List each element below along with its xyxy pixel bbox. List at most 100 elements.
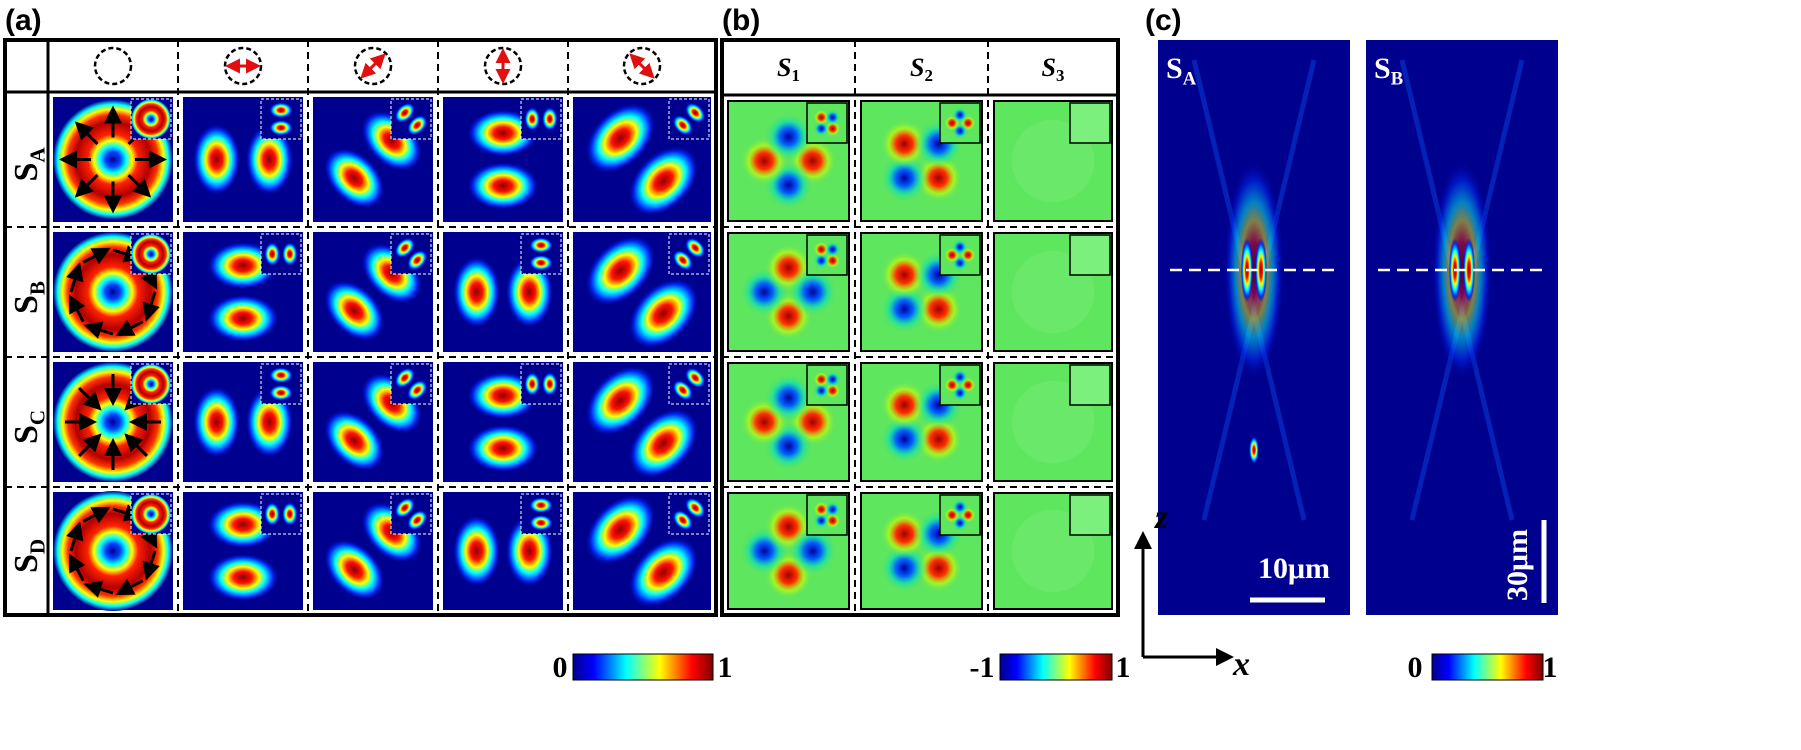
stokes-image [860,100,983,222]
inset-border [668,233,710,275]
lobe [394,102,415,123]
stokes-lobe [880,250,929,300]
lobe [672,250,693,271]
stokes-lobe [764,112,813,161]
lobe [467,161,539,210]
polarization-arrow [115,319,144,337]
stokes-image [727,362,850,482]
inset-border [520,98,562,140]
polarization-arrow [629,53,655,79]
inset-border [520,363,562,405]
label: SA [1166,52,1197,90]
lobe [672,510,693,531]
mode-lobes [672,497,706,531]
intensity-image [443,492,563,610]
polarization-arrow [68,553,86,582]
inset-border [1069,234,1111,276]
intensity-image [573,232,711,352]
mode-lobes [264,242,298,266]
label-main: S [1374,52,1391,85]
ring-mode [131,99,171,139]
axis-label: z [1154,499,1169,536]
stokes-lobe [788,267,837,317]
inset-border [939,494,981,536]
inset-border [130,233,172,275]
inset-border [390,363,432,405]
lobe [452,256,501,328]
mode-lobes [269,102,293,136]
lobe [628,408,699,479]
label-sub: C [25,410,49,425]
inset-border [260,493,302,535]
stokes-lobe [813,512,830,529]
stokes-lobe [824,512,841,529]
polarization-arrow [74,121,99,146]
lobe [192,386,241,458]
lobe [407,380,428,401]
column-header: S2 [910,53,933,85]
intensity-image [53,491,173,611]
stokes-lobe [813,371,830,388]
intensity-image [183,492,303,610]
label-main: S [8,163,45,182]
lobe [407,510,428,531]
stokes-image [993,362,1113,482]
stokes-lobe [824,120,841,137]
inset-bg [807,495,847,535]
colorbar [1431,653,1544,681]
inset-border [390,98,432,140]
lobe [529,497,553,514]
lobe [323,410,385,472]
polarization-arrow [83,321,114,339]
lobe [269,384,293,401]
stokes-lobe [952,239,968,255]
polarization-arrow [124,433,149,458]
focal-image [1158,40,1350,615]
polarization-arrow [77,433,102,458]
inset-border [260,363,302,405]
stokes-lobe [788,526,837,576]
stokes-lobe [880,509,929,559]
mode-lobes [529,237,553,271]
inset-border [668,363,710,405]
stokes-lobe [813,382,830,399]
polarization-arrow [360,53,386,79]
scalebar-label: 10μm [1258,552,1330,585]
mode-lobes [452,256,554,328]
polarizer-icon [622,46,662,86]
lobe [585,235,656,306]
inset-border [806,494,848,536]
inset-border [260,233,302,275]
mode-lobes [264,502,298,526]
lobe [628,278,699,349]
lobe [585,102,656,174]
lobe [467,424,539,473]
colorbar-min: 0 [1408,651,1423,684]
inset-border [520,493,562,535]
lobe [269,367,293,384]
lobe [452,515,501,587]
polarization-arrow [142,291,160,322]
stokes-image [860,492,983,610]
inset-border [939,102,981,144]
intensity-image [313,232,433,352]
ring-mode [131,364,171,404]
focal-lobe [1463,238,1475,302]
lobe [529,514,553,531]
inset-border [668,98,710,140]
lobe [585,494,656,565]
label-sub: 1 [792,66,800,85]
polarization-arrow [115,578,144,596]
lobe [628,537,699,608]
mode-lobes [394,497,428,531]
axis-label: x [1232,646,1250,683]
mode-lobes [394,102,428,136]
label-sub: B [1391,69,1403,90]
focal-image [1366,40,1558,615]
stokes-image [860,232,983,352]
stokes-lobe [952,369,968,385]
lobe [269,102,293,119]
intensity-image [573,97,711,222]
mode-lobes [529,497,553,531]
